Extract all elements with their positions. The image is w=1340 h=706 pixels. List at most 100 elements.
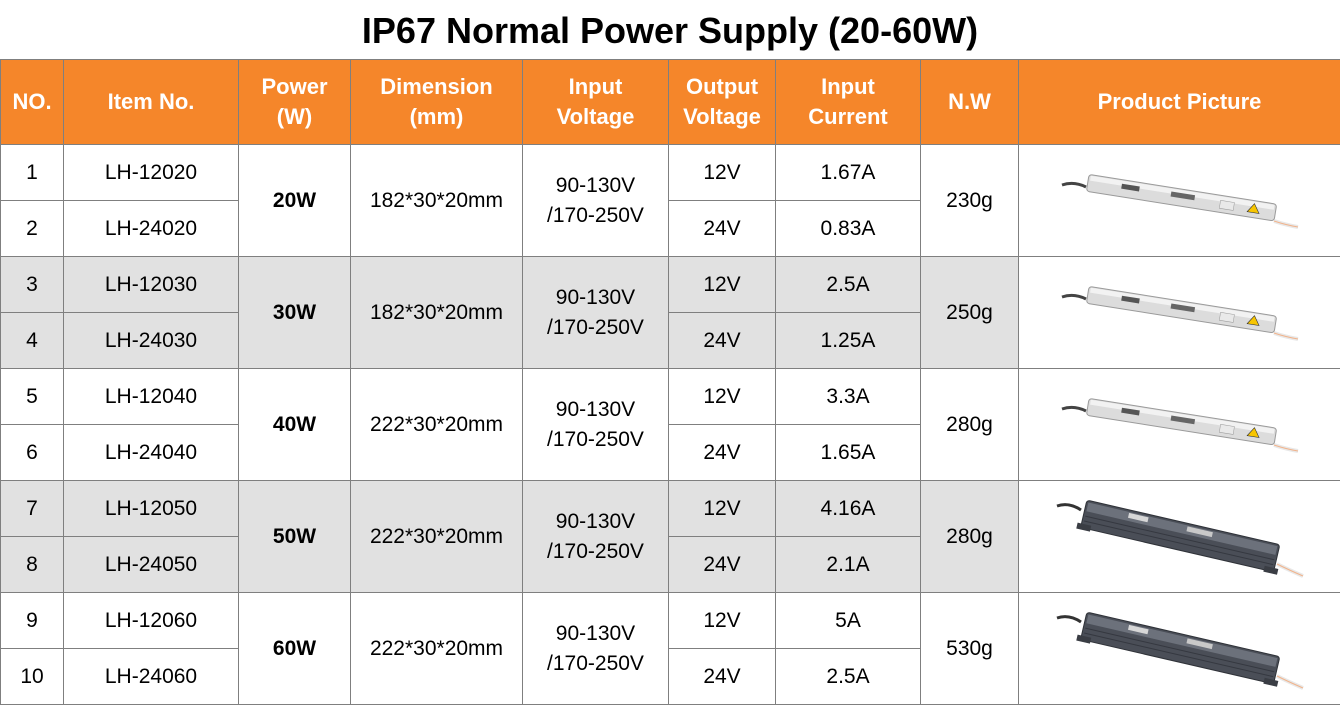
header-dimension: Dimension (mm) xyxy=(350,59,523,145)
power-cell: 20W xyxy=(238,144,351,257)
header-input-line2: Voltage xyxy=(556,104,635,129)
row-number: 6 xyxy=(0,424,64,481)
input-current-cell: 1.65A xyxy=(775,424,921,481)
input-voltage-line1: 90-130V xyxy=(555,509,636,533)
header-product-picture: Product Picture xyxy=(1018,59,1340,145)
input-voltage-cell: 90-130V/170-250V xyxy=(522,144,669,257)
row-number: 3 xyxy=(0,256,64,313)
power-cell: 40W xyxy=(238,368,351,481)
header-no: NO. xyxy=(0,59,64,145)
table-row: 6 LH-24040 24V 1.65A xyxy=(0,424,1340,481)
header-no-label: NO. xyxy=(12,89,52,114)
input-current-cell: 2.5A xyxy=(775,256,921,313)
row-number: 7 xyxy=(0,480,64,537)
input-voltage-line1: 90-130V xyxy=(555,173,636,197)
input-voltage-line2: /170-250V xyxy=(547,651,644,675)
input-current-cell: 2.5A xyxy=(775,648,921,705)
row-number: 4 xyxy=(0,312,64,369)
table-header-row: NO. Item No. Power (W) Dimension (mm) Inpu… xyxy=(0,59,1340,145)
header-net-weight: N.W xyxy=(920,59,1019,145)
net-weight-cell: 250g xyxy=(920,256,1019,369)
item-number: LH-12050 xyxy=(63,480,239,537)
input-voltage-line2: /170-250V xyxy=(547,539,644,563)
header-input-current: Input Current xyxy=(775,59,921,145)
product-picture xyxy=(1018,144,1340,257)
header-dimension-line2: (mm) xyxy=(409,104,464,129)
table-row: 3 LH-12030 30W 182*30*20mm 90-130V/170-250V 1… xyxy=(0,256,1340,369)
header-current-line1: Input xyxy=(821,74,875,99)
input-current-cell: 5A xyxy=(775,592,921,649)
table-row: 9 LH-12060 60W 222*30*20mm 90-130V/170-250V 1… xyxy=(0,592,1340,705)
spec-table: NO. Item No. Power (W) Dimension (mm) Inpu… xyxy=(0,59,1340,705)
dark-power-supply-icon xyxy=(1056,499,1304,578)
header-current-line2: Current xyxy=(808,104,888,129)
input-current-cell: 1.25A xyxy=(775,312,921,369)
input-voltage-line1: 90-130V xyxy=(555,285,636,309)
header-item-label: Item No. xyxy=(107,89,195,114)
dimension-cell: 182*30*20mm xyxy=(350,144,523,257)
header-input-line1: Input xyxy=(568,74,623,99)
input-voltage-cell: 90-130V/170-250V xyxy=(522,480,669,593)
net-weight-cell: 230g xyxy=(920,144,1019,257)
header-input-voltage: Input Voltage xyxy=(522,59,669,145)
product-picture xyxy=(1018,592,1340,705)
page-title: IP67 Normal Power Supply (20-60W) xyxy=(361,10,979,51)
row-number: 9 xyxy=(0,592,64,649)
header-nw-label: N.W xyxy=(948,89,991,114)
power-cell: 60W xyxy=(238,592,351,705)
item-number: LH-12020 xyxy=(63,144,239,201)
dark-power-supply-icon xyxy=(1056,611,1304,690)
net-weight-cell: 280g xyxy=(920,480,1019,593)
output-voltage-cell: 24V xyxy=(668,648,776,705)
output-voltage-cell: 12V xyxy=(668,592,776,649)
row-number: 1 xyxy=(0,144,64,201)
output-voltage-cell: 12V xyxy=(668,368,776,425)
output-voltage-cell: 24V xyxy=(668,200,776,257)
row-number: 5 xyxy=(0,368,64,425)
item-number: LH-24040 xyxy=(63,424,239,481)
input-voltage-cell: 90-130V/170-250V xyxy=(522,368,669,481)
item-number: LH-24020 xyxy=(63,200,239,257)
silver-power-supply-icon xyxy=(1061,285,1298,341)
power-cell: 30W xyxy=(238,256,351,369)
row-number: 8 xyxy=(0,536,64,593)
table-row: 5 LH-12040 40W 222*30*20mm 90-130V/170-250V 1… xyxy=(0,368,1340,481)
input-voltage-cell: 90-130V/170-250V xyxy=(522,256,669,369)
input-current-cell: 2.1A xyxy=(775,536,921,593)
header-power: Power (W) xyxy=(238,59,351,145)
table-row: 4 LH-24030 24V 1.25A xyxy=(0,312,1340,369)
output-voltage-cell: 24V xyxy=(668,312,776,369)
item-number: LH-24030 xyxy=(63,312,239,369)
output-voltage-cell: 12V xyxy=(668,256,776,313)
input-voltage-line2: /170-250V xyxy=(547,315,644,339)
input-voltage-line1: 90-130V xyxy=(555,621,636,645)
product-picture xyxy=(1018,368,1340,481)
table-row: 10 LH-24060 24V 2.5A xyxy=(0,648,1340,705)
output-voltage-cell: 12V xyxy=(668,480,776,537)
input-voltage-line2: /170-250V xyxy=(547,427,644,451)
dimension-cell: 222*30*20mm xyxy=(350,592,523,705)
net-weight-cell: 530g xyxy=(920,592,1019,705)
row-number: 10 xyxy=(0,648,64,705)
item-number: LH-12040 xyxy=(63,368,239,425)
net-weight-cell: 280g xyxy=(920,368,1019,481)
header-dimension-line1: Dimension xyxy=(380,74,493,99)
table-row: 1 LH-12020 20W 182*30*20mm 90-130V/170-250V 1… xyxy=(0,144,1340,257)
header-output-line1: Output xyxy=(685,74,759,99)
output-voltage-cell: 24V xyxy=(668,536,776,593)
table-row: 2 LH-24020 24V 0.83A xyxy=(0,200,1340,257)
header-power-line1: Power xyxy=(261,74,328,99)
product-picture xyxy=(1018,480,1340,593)
input-voltage-line1: 90-130V xyxy=(555,397,636,421)
output-voltage-cell: 24V xyxy=(668,424,776,481)
table-row: 7 LH-12050 50W 222*30*20mm 90-130V/170-250V 1… xyxy=(0,480,1340,593)
power-cell: 50W xyxy=(238,480,351,593)
header-power-line2: (W) xyxy=(276,104,313,129)
product-picture xyxy=(1018,256,1340,369)
silver-power-supply-icon xyxy=(1061,397,1298,453)
input-current-cell: 4.16A xyxy=(775,480,921,537)
output-voltage-cell: 12V xyxy=(668,144,776,201)
table-row: 8 LH-24050 24V 2.1A xyxy=(0,536,1340,593)
input-voltage-line2: /170-250V xyxy=(547,203,644,227)
header-item-no: Item No. xyxy=(63,59,239,145)
